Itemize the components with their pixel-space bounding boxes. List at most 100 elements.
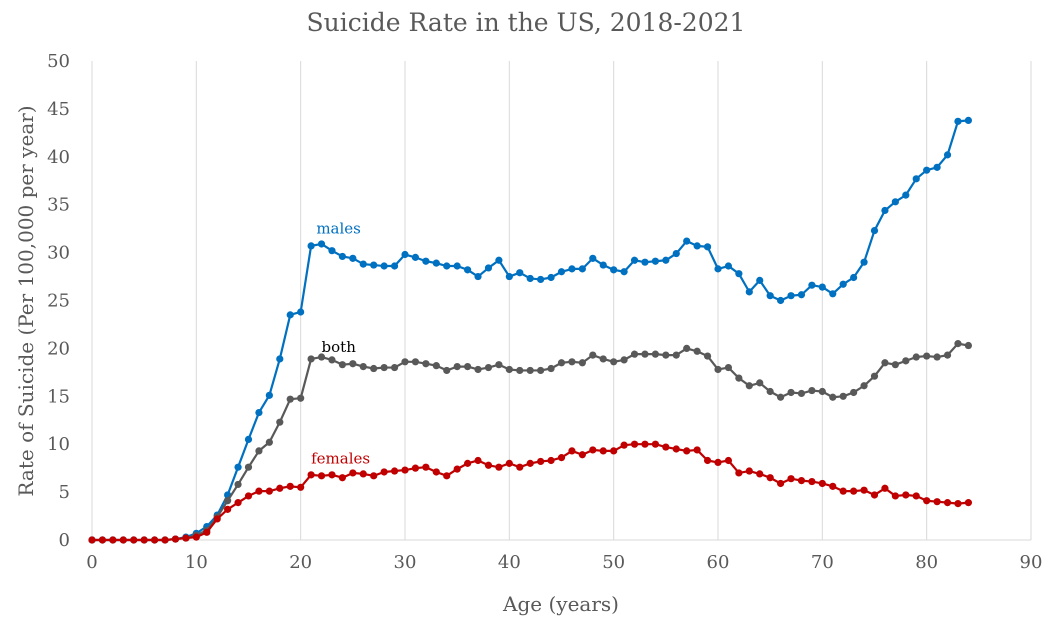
series-both <box>88 340 973 544</box>
data-point-males <box>881 206 889 215</box>
data-point-females <box>297 483 305 491</box>
x-tick-label: 90 <box>1020 552 1043 573</box>
data-point-females <box>943 499 952 507</box>
data-point-both <box>630 350 639 358</box>
data-point-females <box>589 446 597 454</box>
data-point-males <box>683 237 691 245</box>
data-point-males <box>390 262 399 270</box>
data-point-males <box>610 266 618 274</box>
data-point-females <box>171 535 180 543</box>
data-point-both <box>943 351 952 359</box>
data-point-both <box>610 358 618 366</box>
data-point-males <box>464 266 472 274</box>
data-point-females <box>338 474 346 482</box>
x-tick-label: 30 <box>394 552 417 573</box>
data-point-both <box>443 366 451 375</box>
data-point-both <box>286 395 294 403</box>
data-point-both <box>735 374 743 382</box>
data-point-males <box>432 259 440 267</box>
data-point-both <box>276 418 284 426</box>
data-point-both <box>453 363 461 371</box>
data-point-females <box>307 471 315 479</box>
data-point-both <box>557 359 566 367</box>
y-tick-label: 30 <box>47 243 70 264</box>
x-axis: 0 10 20 30 40 50 60 70 80 90 <box>86 539 1043 573</box>
data-point-females <box>547 456 555 465</box>
data-point-females <box>839 487 847 495</box>
data-point-both <box>703 352 712 360</box>
data-point-both <box>662 351 670 359</box>
data-point-both <box>756 379 764 387</box>
data-point-females <box>724 456 733 465</box>
data-point-males <box>297 308 305 316</box>
data-point-females <box>349 469 357 477</box>
data-point-males <box>620 268 628 276</box>
series-males <box>88 116 973 544</box>
data-point-males <box>745 288 753 296</box>
data-point-both <box>224 497 232 505</box>
data-point-females <box>359 470 367 478</box>
data-point-males <box>766 292 774 300</box>
data-point-males <box>787 292 795 300</box>
data-point-both <box>255 447 263 455</box>
data-point-males <box>255 408 263 417</box>
data-point-both <box>547 364 555 373</box>
data-point-females <box>923 497 931 505</box>
data-point-females <box>735 469 743 477</box>
x-axis-title: Age (years) <box>502 592 619 616</box>
data-point-males <box>829 290 837 298</box>
data-point-females <box>265 487 273 495</box>
data-point-males <box>818 283 826 291</box>
data-point-females <box>140 536 148 544</box>
data-point-females <box>234 499 242 507</box>
y-axis-title: Rate of Suicide (Per 100,000 per year) <box>14 105 38 496</box>
data-point-both <box>599 355 607 363</box>
data-point-males <box>505 272 513 281</box>
data-point-males <box>578 265 586 273</box>
data-point-both <box>505 365 513 374</box>
y-tick-label: 50 <box>47 51 70 72</box>
series-label-males: males <box>316 219 361 237</box>
data-point-both <box>495 361 503 369</box>
data-point-females <box>464 459 472 467</box>
data-point-females <box>328 471 336 479</box>
data-point-males <box>307 242 315 250</box>
data-point-males <box>954 117 962 125</box>
data-point-both <box>464 363 472 371</box>
data-point-females <box>891 492 899 500</box>
data-point-males <box>724 262 733 270</box>
data-point-females <box>902 491 910 499</box>
data-point-males <box>422 257 430 265</box>
data-point-males <box>411 253 420 261</box>
data-point-both <box>829 393 837 401</box>
data-point-females <box>630 440 639 448</box>
data-point-females <box>672 445 680 453</box>
data-point-males <box>923 166 931 174</box>
data-point-both <box>891 361 899 369</box>
data-point-males <box>735 270 743 278</box>
x-tick-label: 40 <box>498 552 521 573</box>
data-point-males <box>651 257 660 265</box>
data-point-females <box>610 447 618 455</box>
data-point-males <box>693 242 701 250</box>
y-tick-label: 25 <box>47 291 70 312</box>
data-point-females <box>317 472 326 480</box>
data-point-both <box>401 358 409 366</box>
data-point-both <box>620 356 628 364</box>
y-tick-label: 45 <box>47 99 70 120</box>
data-point-both <box>818 387 826 396</box>
y-tick-label: 40 <box>47 147 70 168</box>
data-point-both <box>954 340 962 348</box>
data-point-both <box>516 366 524 375</box>
data-point-males <box>328 247 336 255</box>
data-point-males <box>370 261 378 269</box>
data-point-females <box>829 482 837 490</box>
data-point-females <box>432 468 440 476</box>
data-point-both <box>766 387 774 396</box>
data-point-males <box>537 275 545 284</box>
data-point-females <box>119 536 127 544</box>
data-point-both <box>359 363 367 371</box>
chart-title: Suicide Rate in the US, 2018-2021 <box>307 8 746 37</box>
data-point-females <box>693 446 701 454</box>
